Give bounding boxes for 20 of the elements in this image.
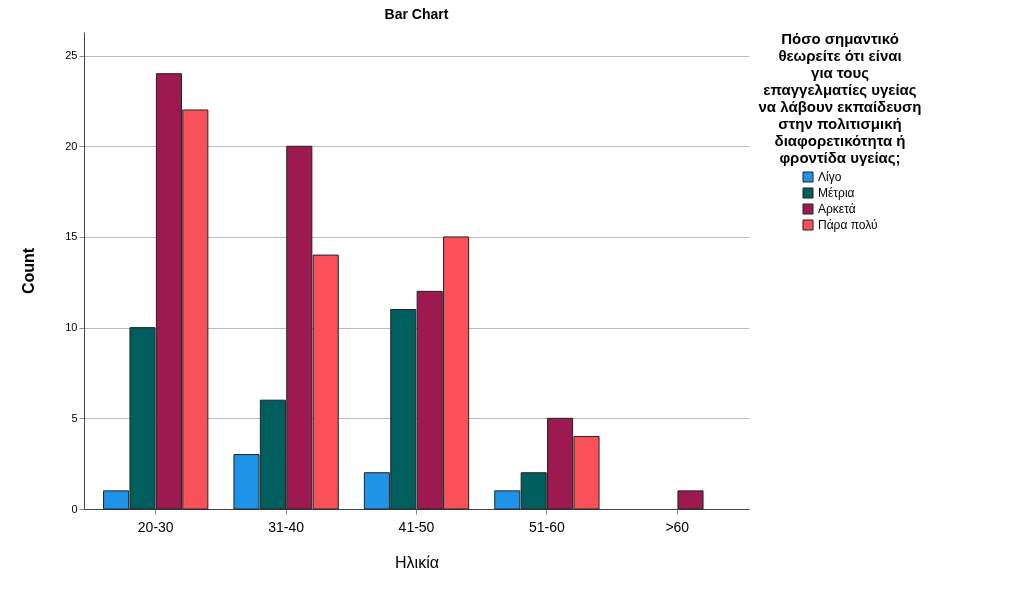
x-tick-label: 51-60 bbox=[528, 518, 566, 535]
y-tick-label: 0 bbox=[71, 502, 78, 515]
bar bbox=[677, 490, 704, 510]
y-tick-label: 20 bbox=[65, 139, 78, 152]
chart-title: Bar Chart bbox=[384, 6, 449, 22]
y-axis-title: Count bbox=[20, 247, 38, 295]
legend-title: Πόσο σημαντικό θεωρείτε ότι είναι για τους επαγγελματίες υγείας να λάβουν εκπαίδευση στην πολιτισμική διαφορετικότητα ή φροντίδα υγείας; bbox=[758, 30, 922, 166]
legend-label: Μέτρια bbox=[818, 186, 855, 200]
x-tick-label: 41-50 bbox=[398, 518, 435, 535]
legend-label: Αρκετά bbox=[818, 202, 856, 216]
x-tick-label: 20-30 bbox=[137, 518, 174, 535]
x-tick-label: >60 bbox=[665, 518, 690, 535]
y-tick-label: 5 bbox=[71, 411, 78, 424]
y-tick-label: 15 bbox=[65, 230, 78, 243]
y-tick-label: 10 bbox=[65, 321, 78, 334]
x-tick-label: 31-40 bbox=[268, 518, 305, 535]
y-tick-label: 25 bbox=[65, 49, 78, 62]
legend-label: Λίγο bbox=[818, 170, 842, 184]
legend-label: Πάρα πολύ bbox=[818, 218, 878, 232]
x-axis-title: Ηλικία bbox=[395, 553, 439, 571]
